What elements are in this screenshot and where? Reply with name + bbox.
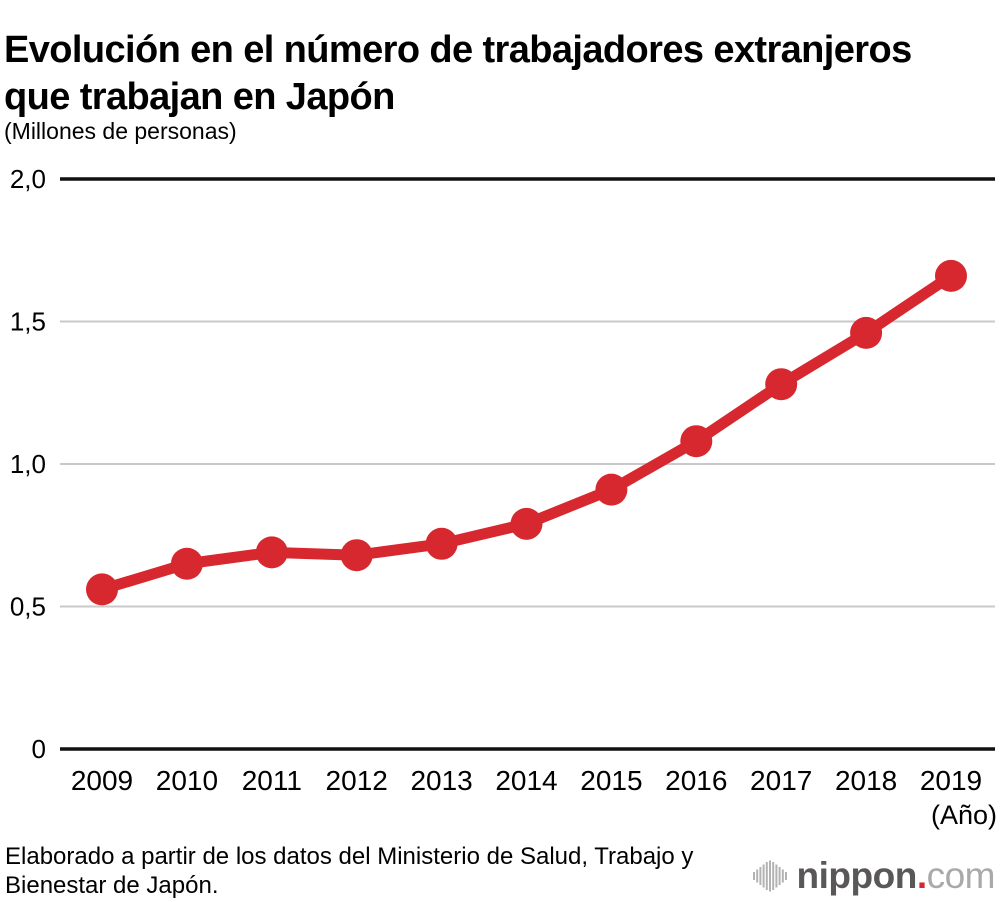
soundwave-bars-icon — [752, 860, 787, 892]
data-point — [86, 573, 118, 606]
data-point — [595, 473, 628, 506]
x-tick-label: 2011 — [242, 765, 302, 796]
y-tick-label: 0,5 — [10, 592, 46, 622]
soundwave-bar — [781, 869, 784, 883]
y-tick-label: 1,0 — [10, 449, 46, 479]
soundwave-bar — [771, 862, 774, 890]
x-tick-label: 2009 — [71, 765, 133, 796]
source-note: Elaborado a partir de los datos del Mini… — [5, 842, 745, 900]
y-tick-label: 1,5 — [10, 307, 46, 337]
y-axis-units-label: (Millones de personas) — [4, 118, 237, 144]
logo-dot: . — [916, 855, 927, 896]
data-point — [850, 316, 883, 349]
soundwave-bar — [765, 862, 768, 890]
soundwave-bar — [762, 864, 765, 888]
logo-tld-text: com — [926, 855, 996, 896]
data-point — [765, 368, 798, 401]
soundwave-bar — [784, 872, 787, 880]
x-tick-label: 2016 — [665, 765, 727, 796]
soundwave-bar — [755, 869, 758, 883]
chart-title-line1: Evolución en el número de trabajadores e… — [4, 29, 912, 72]
soundwave-bar — [778, 867, 781, 885]
logo-brand-text: nippon — [796, 855, 918, 896]
x-tick-label: 2010 — [156, 765, 218, 796]
nippon-logo: nippon.com — [752, 852, 996, 900]
soundwave-bar — [752, 872, 755, 880]
x-tick-label: 2013 — [410, 765, 472, 796]
soundwave-bar — [774, 864, 777, 888]
data-point — [935, 259, 967, 292]
soundwave-bar — [768, 860, 771, 892]
chart-title: Evolución en el número de trabajadores e… — [4, 27, 1000, 121]
data-point — [510, 507, 543, 540]
data-point — [340, 539, 373, 572]
data-point — [425, 527, 458, 560]
data-point — [680, 425, 713, 458]
x-axis-unit-label: (Año) — [931, 800, 997, 830]
source-note-line1: Elaborado a partir de los datos del Mini… — [5, 843, 694, 870]
chart-title-line2: que trabajan en Japón — [4, 76, 395, 119]
x-tick-label: 2012 — [326, 765, 388, 796]
y-tick-label: 2,0 — [10, 164, 46, 194]
x-tick-label: 2014 — [495, 765, 557, 796]
y-tick-label: 0 — [32, 734, 46, 764]
trend-line — [96, 270, 957, 595]
data-point — [255, 536, 288, 569]
x-tick-label: 2017 — [750, 765, 812, 796]
soundwave-bar — [758, 867, 761, 885]
source-note-line2: Bienestar de Japón. — [5, 872, 219, 899]
nippon-logo-text: nippon.com — [796, 855, 996, 897]
data-point — [170, 547, 203, 580]
x-tick-label: 2015 — [580, 765, 642, 796]
x-tick-label: 2018 — [835, 765, 897, 796]
x-tick-label: 2019 — [920, 765, 982, 796]
